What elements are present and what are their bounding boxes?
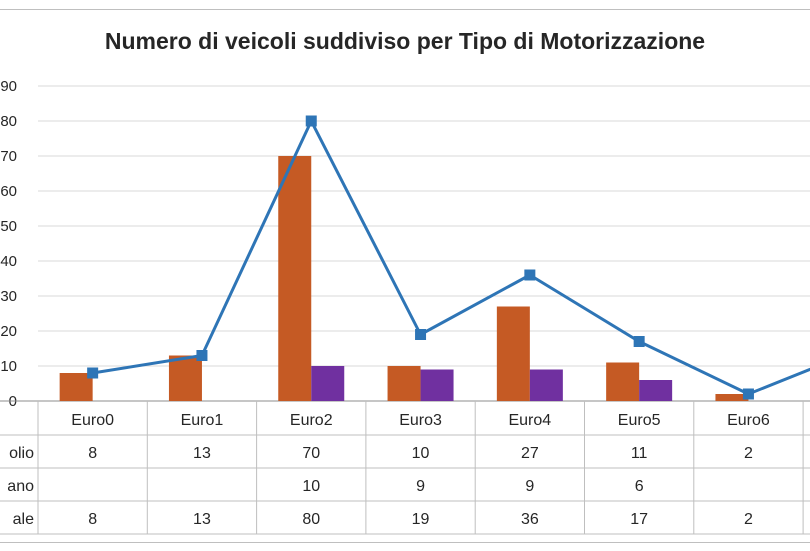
- marker-ale-Euro5: [633, 336, 645, 347]
- marker-ale-Euro2: [305, 115, 317, 127]
- bar-olio-Euro3: [387, 366, 421, 401]
- category-label: Euro2: [290, 412, 333, 429]
- y-tick-label: 80: [0, 113, 17, 130]
- marker-ale-Euro6: [742, 388, 754, 400]
- table-cell: 10: [412, 445, 430, 462]
- table-row-label: olio: [9, 445, 34, 462]
- table-cell: 8: [88, 445, 97, 462]
- y-tick-label: 70: [0, 148, 17, 165]
- table-cell: 2: [744, 511, 753, 528]
- line-series-ale: [92, 119, 810, 396]
- y-tick-label: 20: [0, 323, 17, 340]
- table-cell: 8: [88, 511, 97, 528]
- table-cell: 2: [744, 445, 753, 462]
- bar-olio-Euro6: [715, 394, 749, 401]
- y-tick-label: 60: [0, 183, 17, 200]
- bar-ano-Euro3: [420, 369, 454, 401]
- table-cell: 17: [630, 511, 648, 528]
- y-tick-label: 10: [0, 358, 17, 375]
- table-cell: 19: [412, 511, 430, 528]
- bar-ano-Euro5: [639, 380, 673, 401]
- y-tick-label: 90: [0, 78, 17, 95]
- chart-frame-bottom: [0, 542, 810, 543]
- table-cell: 10: [302, 478, 320, 495]
- marker-ale-Euro3: [415, 329, 427, 340]
- table-cell: 9: [525, 478, 534, 495]
- table-cell: 9: [416, 478, 425, 495]
- chart-frame-top: [0, 9, 810, 10]
- table-cell: 11: [631, 445, 648, 462]
- table-cell: 6: [635, 478, 644, 495]
- table-cell: 13: [193, 511, 211, 528]
- table-cell: 80: [302, 511, 320, 528]
- category-label: Euro3: [399, 412, 442, 429]
- y-tick-label: 40: [0, 253, 17, 270]
- table-cell: 13: [193, 445, 211, 462]
- bar-ano-Euro2: [311, 366, 345, 401]
- category-label: Euro0: [71, 412, 114, 429]
- chart-title: Numero di veicoli suddiviso per Tipo di …: [104, 28, 706, 54]
- bar-olio-Euro5: [606, 362, 640, 401]
- category-label: Euro1: [181, 412, 224, 429]
- table-row-label: ale: [13, 511, 34, 528]
- bar-ano-Euro4: [529, 369, 563, 401]
- table-cell: 36: [521, 511, 539, 528]
- marker-ale-Euro4: [524, 269, 536, 281]
- category-label: Euro4: [508, 412, 551, 429]
- category-label: Euro6: [727, 412, 770, 429]
- bar-olio-Euro4: [496, 306, 530, 401]
- marker-ale-Euro0: [87, 367, 99, 379]
- table-row-label: ano: [7, 478, 34, 495]
- y-tick-label: 50: [0, 218, 17, 235]
- category-label: Euro5: [618, 412, 661, 429]
- bar-olio-Euro2: [278, 156, 312, 401]
- y-tick-label: 30: [0, 288, 17, 305]
- table-cell: 70: [302, 445, 320, 462]
- marker-ale-Euro1: [196, 350, 208, 361]
- bar-olio-Euro1: [168, 355, 202, 401]
- table-cell: 27: [521, 445, 539, 462]
